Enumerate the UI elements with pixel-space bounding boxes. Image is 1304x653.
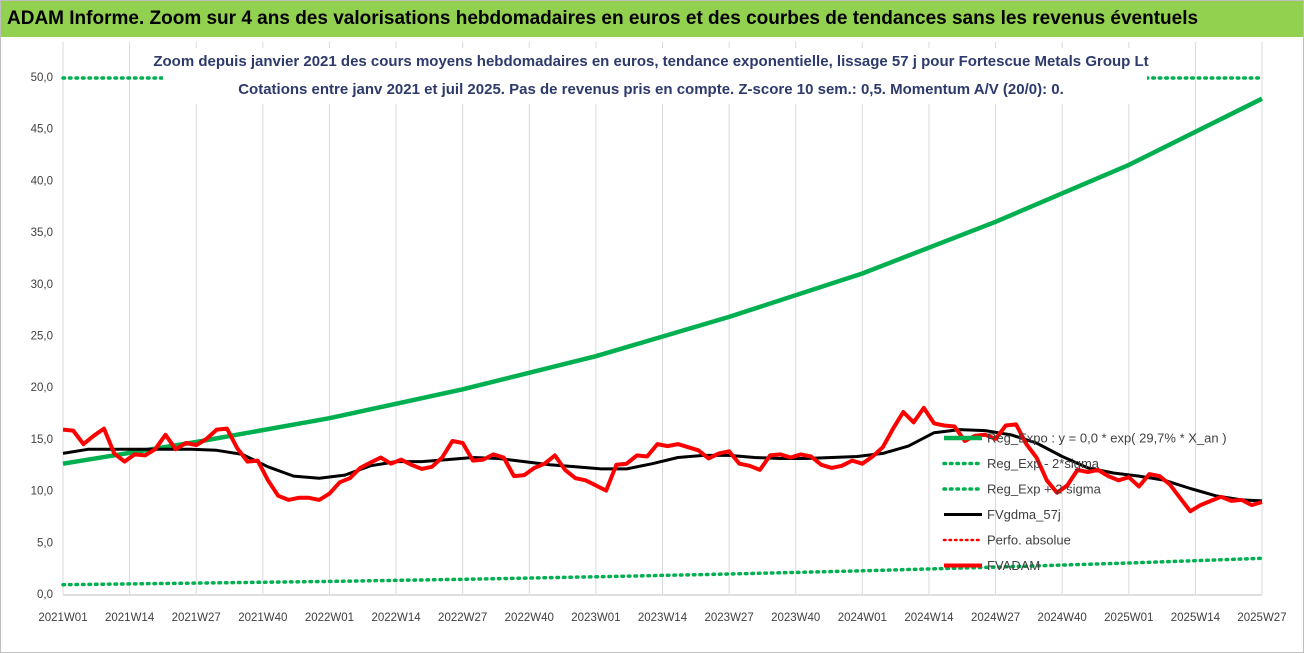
legend-label-0: Reg_Expo : y = 0,0 * exp( 29,7% * X_an ) (987, 431, 1227, 446)
x-tick-label-8: 2023W01 (571, 612, 620, 624)
x-tick-label-16: 2025W01 (1104, 612, 1153, 624)
series-layer (61, 76, 1264, 587)
x-tick-label-9: 2023W14 (638, 612, 688, 624)
x-tick-label-15: 2024W40 (1038, 612, 1087, 624)
x-tick-label-4: 2022W01 (305, 612, 354, 624)
y-tick-label-6: 30,0 (31, 279, 53, 291)
grid-lines (62, 42, 1263, 594)
x-tick-label-11: 2023W40 (771, 612, 820, 624)
y-axis: 0,0 5,0 10,0 15,0 20,0 25,0 30,0 35,0 40,0 45,0 50… (31, 72, 53, 601)
x-tick-label-2: 2021W27 (172, 612, 221, 624)
x-tick-label-1: 2021W14 (105, 612, 155, 624)
x-tick-label-17: 2025W14 (1171, 612, 1221, 624)
legend-label-4: Perfo. absolue (987, 533, 1071, 548)
x-tick-label-5: 2022W14 (371, 612, 421, 624)
y-tick-label-10: 50,0 (31, 72, 53, 84)
legend-label-1: Reg_Exp - 2*sigma (987, 456, 1100, 471)
x-tick-label-3: 2021W40 (238, 612, 287, 624)
banner-title: ADAM Informe. Zoom sur 4 ans des valoris… (1, 1, 1303, 37)
y-tick-label-2: 10,0 (31, 486, 53, 498)
title-background (163, 48, 1147, 104)
legend-label-2: Reg_Exp + 2 sigma (987, 482, 1102, 497)
y-tick-label-5: 25,0 (31, 331, 53, 343)
x-tick-label-6: 2022W27 (438, 612, 487, 624)
y-tick-label-9: 45,0 (31, 124, 53, 136)
x-tick-label-18: 2025W27 (1237, 612, 1286, 624)
y-tick-label-8: 40,0 (31, 175, 53, 187)
x-tick-label-7: 2022W40 (505, 612, 554, 624)
y-tick-label-4: 20,0 (31, 382, 53, 394)
legend-label-5: FVADAM (987, 558, 1040, 573)
series-1-line (61, 556, 1264, 587)
series-5-line (62, 405, 1263, 514)
y-tick-label-7: 35,0 (31, 227, 53, 239)
chart-title-line2: Cotations entre janv 2021 et juil 2025. … (238, 81, 1064, 98)
y-tick-label-0: 0,0 (37, 589, 53, 601)
legend: Reg_Expo : y = 0,0 * exp( 29,7% * X_an )… (942, 431, 1227, 573)
y-tick-label-3: 15,0 (31, 434, 53, 446)
x-tick-label-14: 2024W27 (971, 612, 1020, 624)
y-tick-label-1: 5,0 (37, 537, 53, 549)
x-tick-label-12: 2024W01 (838, 612, 887, 624)
x-tick-label-0: 2021W01 (38, 612, 87, 624)
x-axis: 2021W01 2021W14 2021W27 2021W40 2022W01 2022W… (38, 594, 1287, 624)
chart-title-line1: Zoom depuis janvier 2021 des cours moyen… (153, 53, 1148, 70)
series-3-line (62, 428, 1263, 503)
x-tick-label-10: 2023W27 (704, 612, 753, 624)
x-tick-label-13: 2024W14 (904, 612, 954, 624)
series-0-line (62, 96, 1264, 466)
legend-label-3: FVgdma_57j (987, 507, 1061, 522)
